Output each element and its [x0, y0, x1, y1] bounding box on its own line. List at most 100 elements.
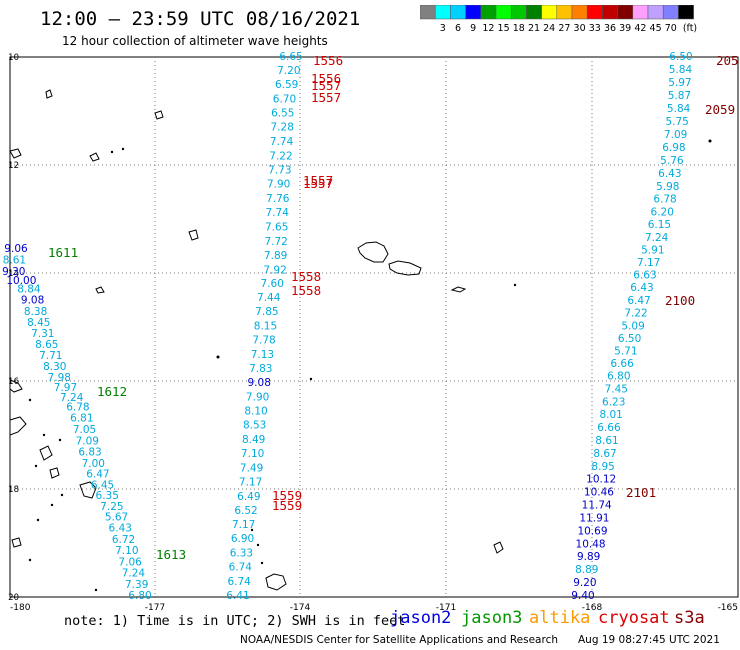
legend-tick-label: 12 — [482, 23, 494, 34]
wave-height-value: 5.98 — [656, 181, 679, 193]
island-outline — [9, 148, 22, 159]
island-outline — [79, 481, 97, 499]
longitude-label: -168 — [582, 603, 603, 610]
longitude-label: -165 — [718, 603, 738, 610]
pass-number-label: 1611 — [48, 245, 78, 260]
wave-height-value: 5.75 — [665, 116, 688, 128]
pass-number-labels: 1611161216131556155615571557155715571558… — [48, 53, 739, 562]
wave-height-value: 7.71 — [39, 350, 62, 362]
islet-dot — [309, 377, 313, 381]
wave-height-value: 7.09 — [664, 129, 687, 141]
wave-height-value: 8.45 — [27, 317, 50, 329]
wave-height-value: 7.00 — [82, 458, 105, 470]
wave-height-value: 7.06 — [118, 556, 142, 568]
pass-number-label: 1613 — [156, 547, 186, 562]
wave-height-value: 8.67 — [593, 448, 616, 460]
pass-number-label: 1556 — [311, 71, 341, 86]
wave-height-value: 8.89 — [575, 564, 598, 576]
wave-height-value: 6.72 — [112, 534, 135, 546]
wave-height-value: 7.20 — [277, 65, 300, 77]
wave-height-value: 7.65 — [265, 221, 288, 233]
wave-height-value: 7.89 — [264, 250, 287, 262]
legend-tick-label: 24 — [543, 23, 555, 34]
island-outline — [95, 286, 105, 294]
legend-tick-label: 39 — [619, 23, 631, 34]
wave-height-value: 9.20 — [573, 577, 596, 589]
wave-height-value: 8.61 — [3, 255, 26, 267]
wave-height-value: 6.33 — [230, 547, 253, 559]
wave-height-value: 7.78 — [252, 335, 275, 347]
pass-number-label: 1557 — [303, 173, 333, 188]
map-subtitle: 12 hour collection of altimeter wave hei… — [62, 34, 328, 48]
wave-height-value: 7.45 — [605, 383, 628, 395]
wave-height-value: 7.25 — [100, 501, 123, 513]
altimeter-tracks: 9.068.619.3010.008.849.088.388.457.318.6… — [2, 51, 693, 602]
wave-height-value: 7.74 — [266, 207, 290, 219]
wave-height-value: 6.35 — [96, 490, 119, 502]
islet-dot — [60, 493, 64, 497]
legend-tick-label: 6 — [455, 23, 461, 34]
wave-height-value: 6.80 — [607, 371, 630, 383]
wave-height-value: 6.83 — [78, 447, 101, 459]
map-title: 12:00 – 23:59 UTC 08/16/2021 — [40, 8, 361, 30]
wave-height-value: 7.92 — [263, 264, 286, 276]
islet-dot — [42, 433, 46, 437]
wave-height-value: 6.80 — [128, 590, 151, 602]
wave-height-value: 11.91 — [579, 512, 609, 524]
wave-height-value: 7.17 — [637, 257, 660, 269]
wave-height-value: 10.69 — [577, 525, 607, 537]
wave-height-value: 6.65 — [279, 51, 302, 63]
wave-height-value: 9.08 — [248, 377, 271, 389]
wave-height-value: 9.06 — [4, 243, 28, 255]
islet-dot — [110, 150, 114, 154]
wave-height-color-legend: 3 6 9 12 15 18 21 24 27 30 33 36 39 42 45 70 (ft) — [420, 5, 697, 34]
wave-height-value: 5.67 — [105, 512, 128, 524]
wave-height-value: 11.74 — [582, 500, 612, 512]
wave-height-value: 7.85 — [255, 306, 278, 318]
wave-height-value: 6.50 — [618, 333, 641, 345]
wave-height-value: 6.63 — [633, 269, 656, 281]
island-outline — [89, 152, 100, 162]
islet-dot — [28, 398, 32, 402]
wave-height-value: 7.17 — [232, 519, 255, 531]
wave-height-value: 5.91 — [641, 245, 664, 257]
wave-height-value: 6.47 — [627, 295, 650, 307]
wave-height-value: 5.97 — [668, 77, 691, 89]
satellite-jason2-label: jason2 — [390, 608, 452, 628]
legend-tick-label: 21 — [528, 23, 540, 34]
wave-height-value: 6.43 — [630, 282, 653, 294]
pass-number-label: 205 — [716, 53, 739, 68]
footer-note: note: 1) Time is in UTC; 2) SWH is in fe… — [64, 613, 406, 629]
island-outline — [39, 445, 53, 461]
legend-tick-label: 33 — [589, 23, 601, 34]
wave-height-value: 8.10 — [244, 406, 267, 418]
island-outline — [45, 89, 53, 99]
islet-dot — [58, 438, 62, 442]
latitude-label: 12 — [8, 161, 19, 171]
legend-tick-label: 70 — [665, 23, 677, 34]
pass-number-label: 2101 — [626, 485, 656, 500]
wave-height-value: 6.78 — [653, 194, 676, 206]
wave-height-value: 6.47 — [86, 469, 109, 481]
pass-number-label: 1558 — [291, 269, 321, 284]
legend-tick-label: 42 — [634, 23, 646, 34]
wave-height-value: 9.30 — [2, 266, 25, 278]
wave-height-value: 7.60 — [261, 278, 284, 290]
island-outline — [265, 573, 287, 591]
wave-height-value: 6.50 — [669, 51, 692, 63]
satellite-s3a-label: s3a — [674, 608, 705, 628]
legend-tick-label: 9 — [470, 23, 476, 34]
satellite-jason3-label: jason3 — [461, 608, 523, 628]
island-outline — [9, 416, 27, 436]
wave-height-value: 6.49 — [237, 491, 260, 503]
wave-height-value: 7.76 — [266, 193, 290, 205]
wave-height-value: 8.95 — [591, 461, 614, 473]
wave-height-value: 6.20 — [651, 206, 674, 218]
wave-height-value: 8.61 — [595, 435, 618, 447]
wave-height-value: 7.24 — [645, 232, 669, 244]
wave-height-value: 9.40 — [571, 590, 594, 602]
legend-tick-label: 45 — [650, 23, 662, 34]
legend-tick-label: 18 — [513, 23, 525, 34]
wave-height-value: 10.12 — [586, 474, 616, 486]
wave-height-value: 7.10 — [115, 545, 138, 557]
